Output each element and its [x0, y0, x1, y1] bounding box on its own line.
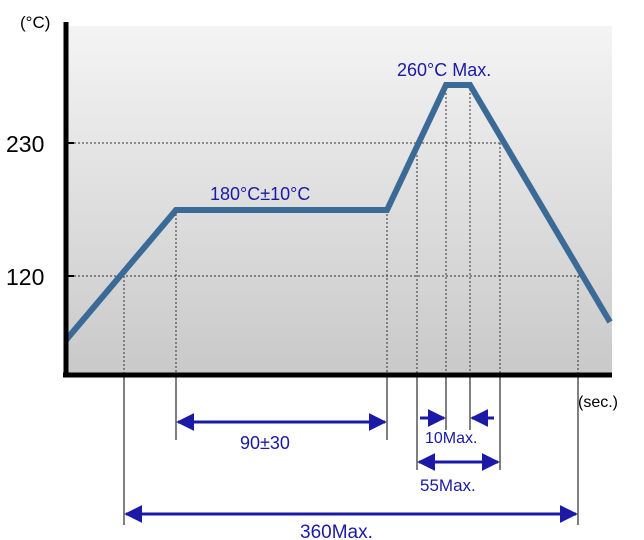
- vertical-guide-lines: [123, 85, 579, 374]
- above-230-duration-label: 55Max.: [420, 476, 476, 495]
- total-duration-label: 360Max.: [300, 522, 373, 540]
- y-tick-label-230: 230: [6, 131, 44, 157]
- peak-hold-duration-label: 10Max.: [425, 430, 477, 447]
- y-tick-label-120: 120: [6, 264, 44, 290]
- peak-temperature-label: 260°C Max.: [397, 60, 491, 80]
- plot-background: [66, 26, 612, 374]
- temperature-profile-curve: [63, 82, 613, 342]
- dimension-extension-lines: [123, 377, 579, 525]
- preheat-duration-label: 90±30: [240, 433, 290, 453]
- y-axis-unit-label: (°C): [20, 13, 50, 32]
- plateau-temperature-label: 180°C±10°C: [210, 184, 310, 204]
- x-axis-unit-label: (sec.): [578, 394, 618, 411]
